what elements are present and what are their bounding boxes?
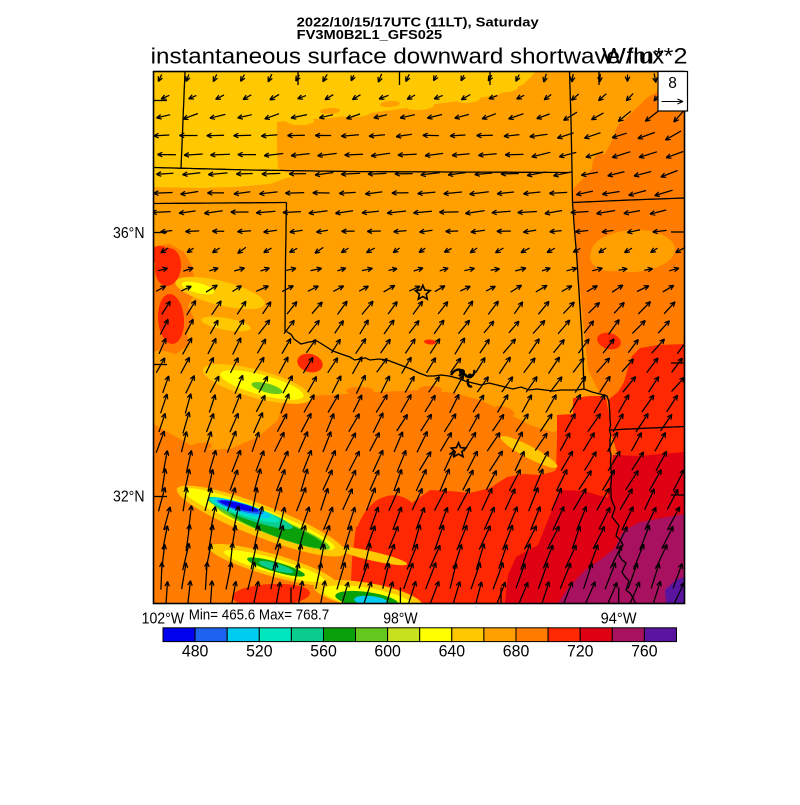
svg-text:36°N: 36°N (113, 225, 145, 242)
svg-text:102°W: 102°W (142, 610, 185, 627)
svg-text:Min= 465.6 Max= 768.7: Min= 465.6 Max= 768.7 (189, 607, 330, 623)
svg-text:480: 480 (182, 643, 209, 661)
svg-text:98°W: 98°W (383, 610, 418, 627)
svg-text:32°N: 32°N (113, 488, 145, 505)
svg-text:680: 680 (503, 643, 530, 661)
svg-text:520: 520 (246, 643, 273, 661)
svg-text:FV3M0B2L1_GFS025: FV3M0B2L1_GFS025 (297, 27, 443, 42)
svg-text:W/m**2: W/m**2 (602, 44, 688, 69)
svg-text:2022/10/15/17UTC (11LT), Satur: 2022/10/15/17UTC (11LT), Saturday (297, 14, 540, 29)
svg-text:720: 720 (567, 643, 594, 661)
svg-text:640: 640 (439, 643, 466, 661)
svg-text:8: 8 (668, 75, 677, 92)
svg-text:instantaneous surface downward: instantaneous surface downward shortwave… (151, 44, 665, 69)
svg-text:560: 560 (310, 643, 337, 661)
svg-text:600: 600 (374, 643, 401, 661)
svg-text:760: 760 (631, 643, 658, 661)
svg-text:94°W: 94°W (601, 610, 638, 627)
